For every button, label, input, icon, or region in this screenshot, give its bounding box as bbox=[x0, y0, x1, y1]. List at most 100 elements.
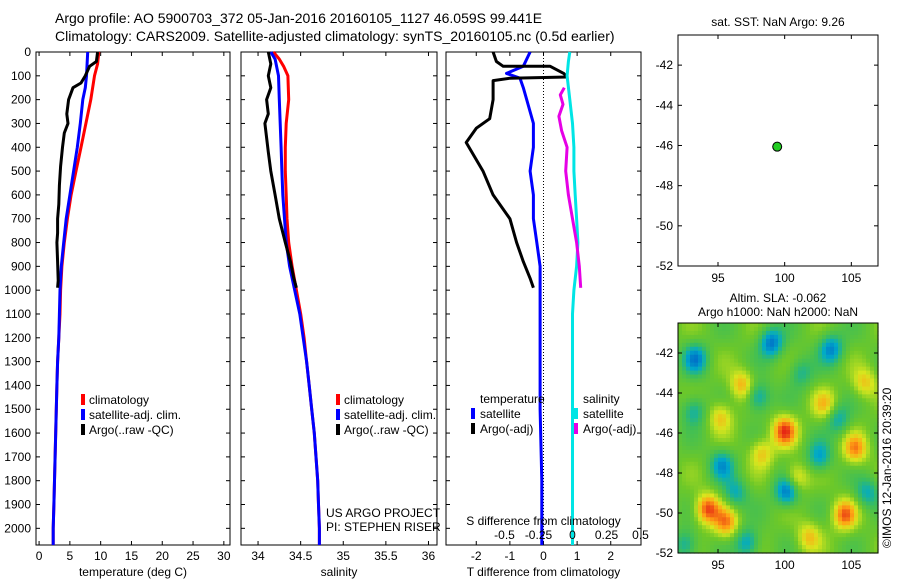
sla-heatmap-cell bbox=[870, 390, 875, 395]
sla-heatmap-cell bbox=[790, 525, 795, 530]
sla-heatmap-cell bbox=[762, 406, 767, 411]
sla-heatmap-cell bbox=[874, 414, 879, 419]
sla-heatmap-cell bbox=[722, 525, 727, 530]
sla-heatmap-cell bbox=[770, 473, 775, 479]
sla-heatmap-cell bbox=[738, 513, 743, 518]
sla-heatmap-cell bbox=[718, 469, 723, 475]
sla-heatmap-cell bbox=[802, 430, 807, 435]
sla-heatmap-cell bbox=[762, 457, 767, 463]
sla-heatmap-cell bbox=[726, 449, 731, 455]
sla-heatmap-cell bbox=[830, 394, 835, 399]
sla-heatmap-cell bbox=[722, 438, 727, 443]
sla-heatmap-cell bbox=[718, 370, 723, 376]
sla-heatmap-cell bbox=[802, 533, 807, 538]
sla-heatmap-cell bbox=[814, 350, 819, 356]
sla-heatmap-cell bbox=[862, 338, 867, 344]
sla-heatmap-cell bbox=[750, 549, 755, 554]
sla-heatmap-cell bbox=[682, 434, 687, 439]
sla-heatmap-cell bbox=[814, 334, 819, 340]
sla-heatmap-cell bbox=[746, 346, 751, 352]
sla-heatmap-cell bbox=[682, 422, 687, 427]
sla-heatmap-cell bbox=[746, 354, 751, 360]
sla-heatmap-cell bbox=[858, 374, 863, 380]
sla-heatmap-cell bbox=[850, 521, 855, 526]
sla-heatmap-cell bbox=[822, 434, 827, 439]
sla-heatmap-cell bbox=[854, 453, 859, 459]
sla-heatmap-cell bbox=[686, 422, 691, 427]
sla-heatmap-cell bbox=[710, 461, 715, 467]
sla-heatmap-cell bbox=[790, 477, 795, 483]
sla-heatmap-cell bbox=[858, 497, 863, 503]
sla-heatmap-cell bbox=[702, 422, 707, 427]
sla-heatmap-cell bbox=[758, 438, 763, 443]
sla-heatmap-cell bbox=[726, 394, 731, 399]
timestamp-group: ©IMOS 12-Jan-2016 20:39:20 bbox=[880, 387, 894, 548]
sla-heatmap-cell bbox=[790, 350, 795, 356]
sla-heatmap-cell bbox=[810, 406, 815, 411]
sla-heatmap-cell bbox=[706, 374, 711, 380]
sla-heatmap-cell bbox=[858, 509, 863, 514]
sla-heatmap-cell bbox=[678, 398, 683, 403]
sla-heatmap-cell bbox=[794, 509, 799, 514]
sla-heatmap-cell bbox=[786, 402, 791, 407]
sla-heatmap-cell bbox=[862, 517, 867, 522]
sla-heatmap-cell bbox=[838, 481, 843, 487]
sla-heatmap-cell bbox=[834, 445, 839, 451]
sla-heatmap-cell bbox=[810, 394, 815, 399]
sla-heatmap-cell bbox=[798, 358, 803, 364]
sla-heatmap-cell bbox=[770, 422, 775, 427]
sla-heatmap-cell bbox=[834, 390, 839, 395]
sla-heatmap-cell bbox=[738, 366, 743, 372]
sla-heatmap-cell bbox=[754, 326, 759, 332]
sla-heatmap-cell bbox=[858, 481, 863, 487]
sla-heatmap-cell bbox=[858, 422, 863, 427]
sla-heatmap-cell bbox=[790, 481, 795, 487]
sla-heatmap-cell bbox=[822, 521, 827, 526]
sla-heatmap-cell bbox=[734, 323, 739, 328]
sla-heatmap-cell bbox=[730, 545, 735, 550]
sla-heatmap-cell bbox=[790, 441, 795, 447]
sla-heatmap-cell bbox=[842, 461, 847, 467]
sla-heatmap-cell bbox=[742, 378, 747, 384]
sla-heatmap-cell bbox=[746, 438, 751, 443]
sla-heatmap-cell bbox=[846, 457, 851, 463]
sla-heatmap-cell bbox=[802, 497, 807, 503]
sla-heatmap-cell bbox=[698, 533, 703, 538]
sla-heatmap-cell bbox=[722, 469, 727, 475]
sla-heatmap-cell bbox=[754, 445, 759, 451]
sla-heatmap-cell bbox=[794, 418, 799, 423]
sla-heatmap-cell bbox=[850, 545, 855, 550]
sla-heatmap-cell bbox=[686, 517, 691, 522]
sla-heatmap-cell bbox=[874, 525, 879, 530]
sla-heatmap-cell bbox=[846, 473, 851, 479]
sla-heatmap-cell bbox=[850, 374, 855, 380]
sla-heatmap-cell bbox=[838, 465, 843, 471]
sla-heatmap-cell bbox=[830, 489, 835, 495]
sla-heatmap-cell bbox=[718, 334, 723, 340]
sla-heatmap-cell bbox=[742, 505, 747, 510]
sla-heatmap-cell bbox=[746, 525, 751, 530]
sla-heatmap-cell bbox=[706, 334, 711, 340]
sla-heatmap-cell bbox=[714, 394, 719, 399]
sla-heatmap-cell bbox=[818, 521, 823, 526]
sla-heatmap-cell bbox=[814, 422, 819, 427]
sla-heatmap-cell bbox=[738, 489, 743, 495]
sla-heatmap-cell bbox=[850, 323, 855, 328]
sla-heatmap-cell bbox=[818, 477, 823, 483]
sla-heatmap-cell bbox=[818, 382, 823, 388]
sla-heatmap-cell bbox=[706, 473, 711, 479]
sla-heatmap-cell bbox=[762, 509, 767, 514]
sla-heatmap-cell bbox=[842, 493, 847, 499]
sla-heatmap-cell bbox=[854, 541, 859, 546]
sla-heatmap-cell bbox=[838, 541, 843, 546]
sla-heatmap-cell bbox=[810, 485, 815, 491]
sla-heatmap-cell bbox=[726, 398, 731, 403]
sla-heatmap-cell bbox=[762, 330, 767, 336]
sla-heatmap-cell bbox=[758, 445, 763, 451]
sla-heatmap-cell bbox=[838, 477, 843, 483]
sla-heatmap-cell bbox=[678, 334, 683, 340]
sla-heatmap-cell bbox=[874, 461, 879, 467]
sla-heatmap-cell bbox=[858, 326, 863, 332]
sla-heatmap-cell bbox=[758, 334, 763, 340]
sla-heatmap-cell bbox=[810, 533, 815, 538]
